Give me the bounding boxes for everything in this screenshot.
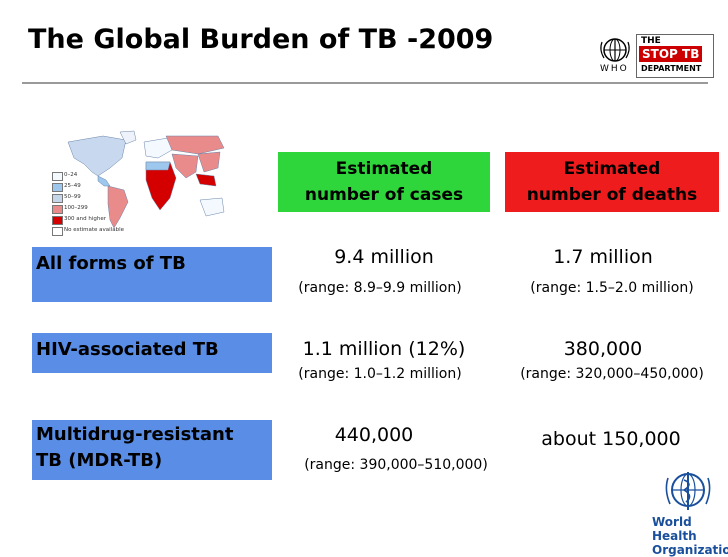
stop-tb-name: STOP TB <box>639 46 703 62</box>
who-organization-name: World Health Organization <box>652 515 728 557</box>
stop-tb-department: DEPARTMENT <box>641 64 702 73</box>
world-incidence-map <box>67 130 225 229</box>
deaths-range-all-forms: (range: 1.5–2.0 million) <box>530 280 694 296</box>
cases-range-mdr: (range: 390,000–510,000) <box>304 457 488 473</box>
stop-tb-the: THE <box>641 36 661 46</box>
cases-value-all-forms: 9.4 million <box>334 246 434 268</box>
legend-swatch <box>52 227 63 236</box>
deaths-range-hiv: (range: 320,000–450,000) <box>520 366 704 382</box>
deaths-value-mdr: about 150,000 <box>541 428 681 450</box>
header-estimated-cases: Estimated number of cases <box>278 152 490 212</box>
deaths-value-hiv: 380,000 <box>563 338 643 360</box>
legend-item: 25–49 <box>52 181 118 192</box>
row-label-hiv-associated: HIV-associated TB <box>32 333 272 373</box>
legend-swatch <box>52 205 63 214</box>
header-estimated-deaths: Estimated number of deaths <box>505 152 719 212</box>
cases-range-hiv: (range: 1.0–1.2 million) <box>298 366 462 382</box>
header-cases-line2: number of cases <box>304 185 464 205</box>
who-world-emblem-icon <box>665 472 711 510</box>
cases-value-hiv: 1.1 million (12%) <box>302 338 466 360</box>
header-deaths-line1: Estimated <box>563 159 661 179</box>
legend-label: No estimate available <box>64 227 125 233</box>
row-label-all-forms: All forms of TB <box>32 247 272 302</box>
legend-label: 100–299 <box>64 205 88 211</box>
legend-item: 100–299 <box>52 203 118 214</box>
who-org-line1: World Health <box>652 515 697 543</box>
title-divider <box>22 82 708 84</box>
deaths-value-all-forms: 1.7 million <box>553 246 653 268</box>
legend-swatch <box>52 183 63 192</box>
legend-label: 300 and higher <box>64 216 106 222</box>
row-label-mdr-line1: Multidrug-resistant <box>36 424 234 445</box>
map-legend: 0–24 25–49 50–99 100–299 300 and higher … <box>52 170 124 236</box>
cases-value-mdr: 440,000 <box>334 424 414 446</box>
who-abbreviation: WHO <box>600 64 629 74</box>
legend-swatch <box>52 194 63 203</box>
row-label-mdr-tb: Multidrug-resistant TB (MDR-TB) <box>32 420 272 480</box>
row-label-mdr-line2: TB (MDR-TB) <box>36 450 163 471</box>
stop-tb-logo: THE STOP TB DEPARTMENT <box>636 34 714 78</box>
who-emblem-icon <box>600 38 630 62</box>
legend-swatch <box>52 172 63 181</box>
legend-label: 50–99 <box>64 194 81 200</box>
legend-item: 300 and higher <box>52 214 118 225</box>
cases-range-all-forms: (range: 8.9–9.9 million) <box>298 280 462 296</box>
header-deaths-line2: number of deaths <box>526 185 698 205</box>
legend-item: 50–99 <box>52 192 118 203</box>
header-cases-line1: Estimated <box>335 159 433 179</box>
legend-label: 25–49 <box>64 183 81 189</box>
legend-item: No estimate available <box>52 225 124 236</box>
legend-swatch <box>52 216 63 225</box>
legend-label: 0–24 <box>64 172 78 178</box>
legend-item: 0–24 <box>52 170 118 181</box>
slide-title: The Global Burden of TB -2009 <box>28 24 494 55</box>
who-org-line2: Organization <box>652 543 728 557</box>
